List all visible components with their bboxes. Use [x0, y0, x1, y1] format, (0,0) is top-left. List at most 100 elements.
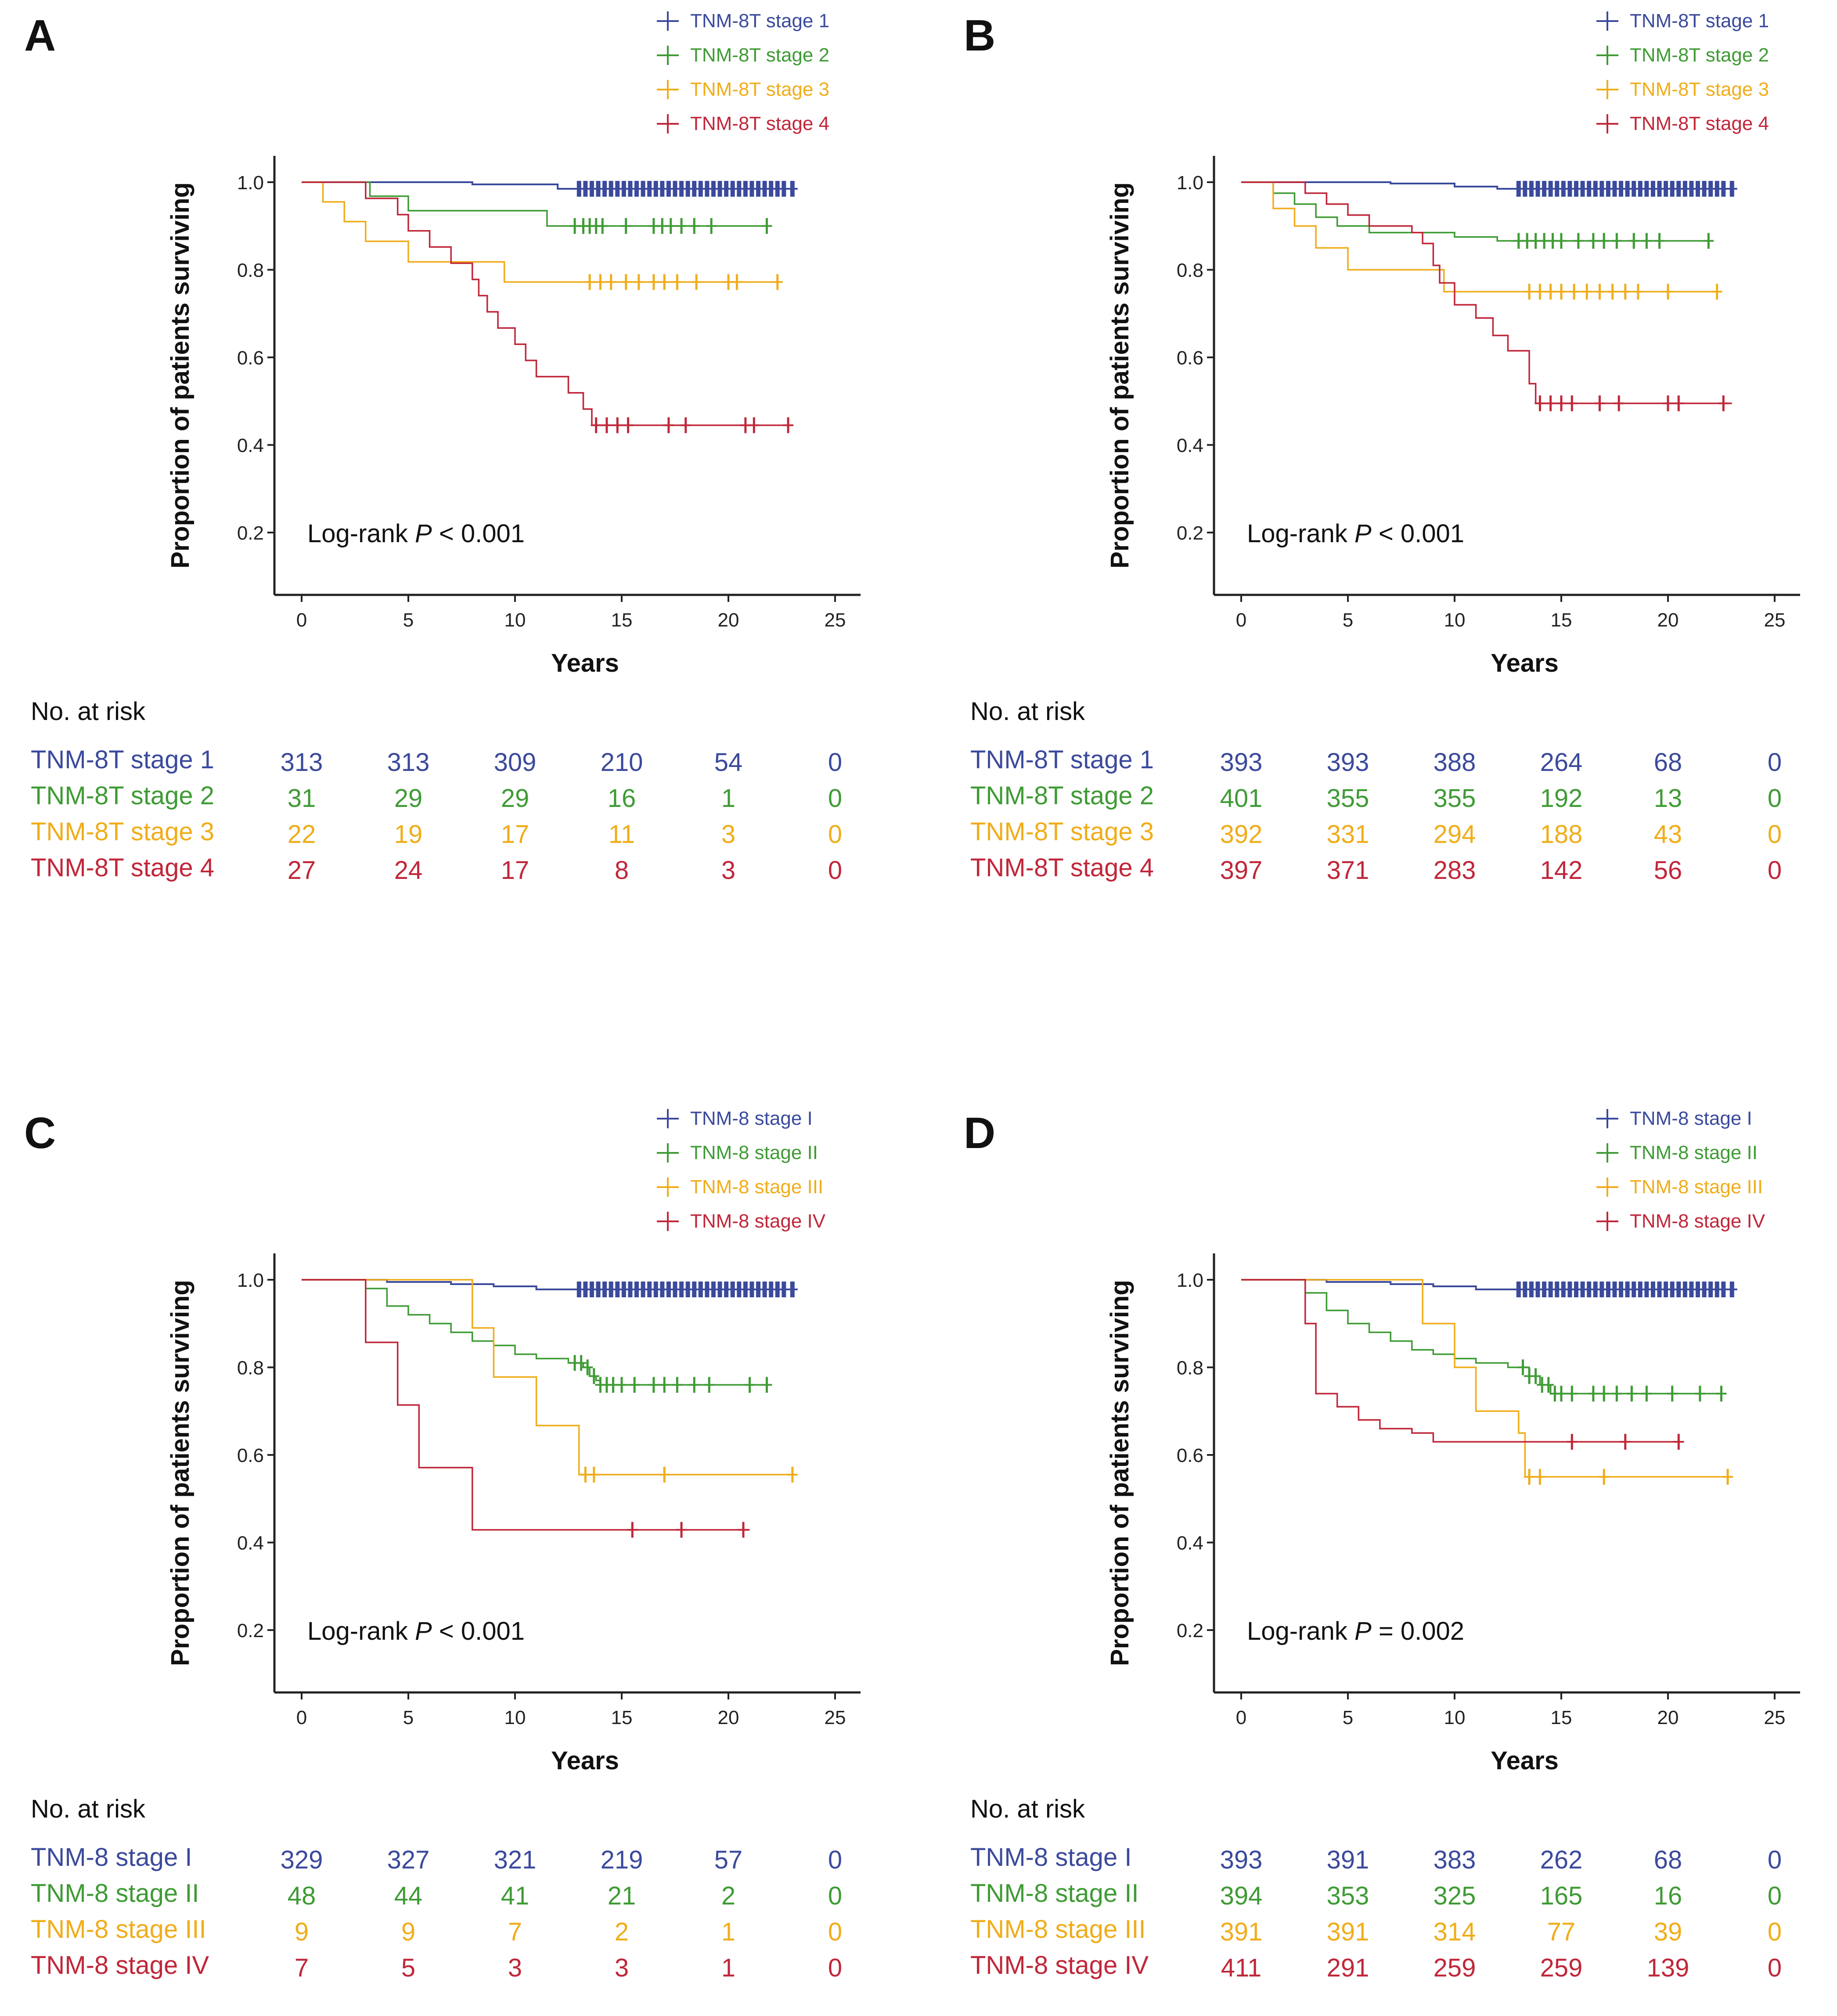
km-panel-b: B TNM-8T stage 1 TNM-8T stage 2 TNM-8T stag… — [964, 10, 1800, 885]
survival-curve-3 — [1241, 181, 1722, 293]
x-tick-label: 15 — [1551, 609, 1572, 631]
risk-table-cell: 16 — [608, 784, 636, 813]
risk-table-cell: 1 — [721, 1918, 735, 1946]
y-tick-label: 0.8 — [1177, 1357, 1203, 1379]
x-tick-label: 10 — [504, 1707, 526, 1728]
y-tick-label: 0.8 — [237, 1357, 264, 1379]
risk-table-cell: 394 — [1220, 1882, 1263, 1910]
risk-table-cell: 3 — [615, 1954, 629, 1982]
risk-table-title: No. at risk — [970, 697, 1085, 726]
risk-table-cell: 393 — [1220, 1846, 1263, 1874]
risk-table-row-label: TNM-8 stage II — [970, 1879, 1139, 1908]
y-axis-label: Proportion of patients surviving — [166, 182, 195, 569]
logrank-pvalue: Log-rank P < 0.001 — [307, 519, 525, 548]
legend-entry: TNM-8 stage I — [1630, 1108, 1752, 1129]
risk-table-row-label: TNM-8T stage 1 — [31, 745, 214, 774]
risk-table-row-label: TNM-8 stage I — [31, 1843, 192, 1872]
y-tick-label: 1.0 — [1177, 172, 1203, 194]
risk-table-cell: 262 — [1540, 1846, 1583, 1874]
risk-table-cell: 391 — [1327, 1846, 1369, 1874]
risk-table-cell: 3 — [508, 1954, 522, 1982]
risk-table-row-label: TNM-8T stage 1 — [970, 745, 1154, 774]
x-tick-label: 20 — [718, 1707, 739, 1728]
risk-table-cell: 0 — [828, 1954, 842, 1982]
risk-table-cell: 39 — [1654, 1918, 1682, 1946]
survival-curve-1 — [1241, 181, 1732, 190]
survival-curve-3 — [1241, 1279, 1732, 1478]
panel-letter: C — [24, 1109, 56, 1158]
risk-table-cell: 139 — [1647, 1954, 1689, 1982]
km-panel-c: C TNM-8 stage I TNM-8 stage II TNM-8 stage … — [24, 1108, 861, 1982]
x-tick-label: 10 — [1444, 1707, 1466, 1728]
pvalue-prefix: Log-rank — [1247, 519, 1354, 548]
risk-table-cell: 219 — [601, 1846, 643, 1874]
pvalue-suffix: < 0.001 — [432, 1617, 525, 1645]
risk-table-cell: 44 — [394, 1882, 423, 1910]
risk-table-cell: 3 — [721, 856, 735, 885]
risk-table-cell: 48 — [288, 1882, 316, 1910]
legend-entry: TNM-8T stage 2 — [690, 44, 829, 66]
legend-entry: TNM-8 stage II — [690, 1142, 818, 1163]
y-tick-label: 0.2 — [1177, 522, 1203, 544]
x-tick-label: 10 — [1444, 609, 1466, 631]
risk-table-cell: 0 — [1768, 748, 1782, 777]
logrank-pvalue: Log-rank P = 0.002 — [1247, 1617, 1464, 1645]
risk-table-cell: 1 — [721, 784, 735, 813]
risk-table-cell: 371 — [1327, 856, 1369, 885]
survival-curve-4 — [302, 1279, 750, 1531]
x-tick-label: 5 — [403, 1707, 414, 1728]
risk-table-cell: 21 — [608, 1882, 636, 1910]
y-axis-label: Proportion of patients surviving — [1106, 182, 1134, 569]
legend-entry: TNM-8T stage 1 — [690, 10, 829, 32]
panel-letter: A — [24, 11, 56, 60]
pvalue-suffix: = 0.002 — [1372, 1617, 1464, 1645]
risk-table-cell: 3 — [721, 820, 735, 849]
survival-curve-4 — [1241, 1279, 1679, 1443]
risk-table-cell: 355 — [1434, 784, 1476, 813]
x-tick-label: 15 — [1551, 1707, 1572, 1728]
x-tick-label: 10 — [504, 609, 526, 631]
x-axis-label: Years — [1491, 1746, 1559, 1775]
pvalue-symbol: P — [1354, 1617, 1372, 1645]
survival-curve-4 — [302, 181, 792, 426]
risk-table-cell: 142 — [1540, 856, 1583, 885]
risk-table-cell: 321 — [494, 1846, 537, 1874]
risk-table-cell: 411 — [1221, 1954, 1261, 1982]
risk-table-row-label: TNM-8T stage 2 — [970, 781, 1154, 810]
risk-table-cell: 309 — [494, 748, 537, 777]
y-tick-label: 0.6 — [1177, 347, 1203, 369]
risk-table-row-label: TNM-8 stage IV — [970, 1951, 1149, 1980]
pvalue-prefix: Log-rank — [1247, 1617, 1354, 1645]
x-tick-label: 0 — [1236, 609, 1246, 631]
pvalue-suffix: < 0.001 — [1372, 519, 1464, 548]
x-tick-label: 20 — [1657, 1707, 1679, 1728]
risk-table-cell: 264 — [1540, 748, 1583, 777]
legend-entry: TNM-8T stage 4 — [1630, 113, 1769, 134]
risk-table-row-label: TNM-8 stage IV — [31, 1951, 209, 1980]
x-tick-label: 25 — [825, 609, 846, 631]
risk-table-cell: 9 — [295, 1918, 309, 1946]
legend-entry: TNM-8 stage III — [1630, 1176, 1763, 1198]
y-tick-label: 1.0 — [237, 172, 264, 194]
x-tick-label: 25 — [1764, 609, 1786, 631]
risk-table-row-label: TNM-8 stage III — [970, 1915, 1146, 1944]
legend-entry: TNM-8T stage 2 — [1630, 44, 1769, 66]
risk-table-cell: 0 — [1768, 1882, 1782, 1910]
logrank-pvalue: Log-rank P < 0.001 — [307, 1617, 525, 1645]
risk-table-cell: 56 — [1654, 856, 1682, 885]
risk-table-cell: 68 — [1654, 748, 1682, 777]
risk-table-cell: 17 — [501, 856, 529, 885]
risk-table-cell: 0 — [828, 748, 842, 777]
risk-table-cell: 0 — [828, 1882, 842, 1910]
risk-table-row-label: TNM-8T stage 4 — [31, 853, 214, 882]
x-tick-label: 25 — [1764, 1707, 1786, 1728]
risk-table-cell: 0 — [1768, 1918, 1782, 1946]
risk-table-row-label: TNM-8 stage I — [970, 1843, 1131, 1872]
risk-table-cell: 24 — [394, 856, 423, 885]
risk-table-cell: 13 — [1654, 784, 1682, 813]
risk-table-row-label: TNM-8T stage 4 — [970, 853, 1154, 882]
risk-table-cell: 0 — [1768, 1846, 1782, 1874]
legend-entry: TNM-8T stage 3 — [1630, 79, 1769, 100]
risk-table-cell: 0 — [828, 820, 842, 849]
